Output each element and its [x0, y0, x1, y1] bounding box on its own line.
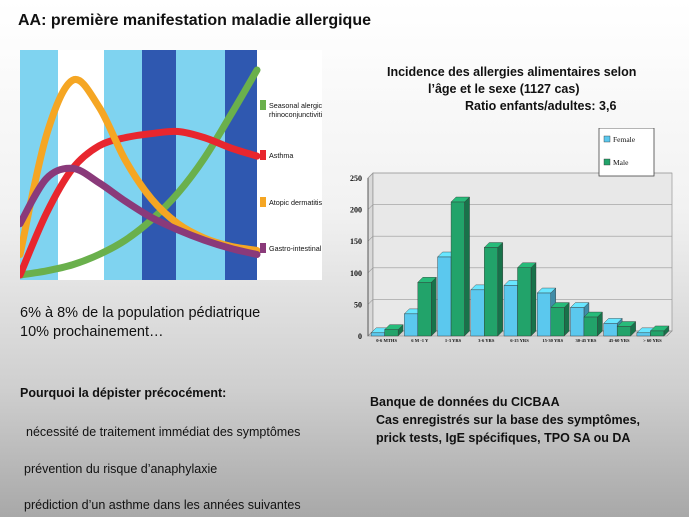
bar-male-3	[450, 196, 471, 337]
x-tick-5: 6-15 YRS	[510, 338, 529, 343]
side-wall	[367, 172, 374, 337]
curve-2	[20, 127, 261, 279]
band-4	[142, 50, 176, 280]
x-tick-4: 3-6 YRS	[478, 338, 495, 343]
legend-swatch-3	[260, 197, 266, 207]
database-line-3: prick tests, IgE spécifiques, TPO SA ou …	[376, 431, 631, 445]
y-tick-250: 250	[350, 174, 362, 183]
curve-4	[20, 164, 261, 258]
question-heading: Pourquoi la dépister précocément:	[20, 386, 227, 400]
bar-chart-ratio: Ratio enfants/adultes: 3,6	[465, 99, 617, 113]
bar-male-4	[483, 242, 504, 337]
bar-chart-title: Incidence des allergies alimentaires sel…	[330, 64, 680, 115]
allergy-march-chart: Seasonal alergic rhinoconjunctivitis Asthm…	[20, 50, 322, 280]
legend-swatch-4	[260, 243, 266, 253]
y-tick-100: 100	[350, 269, 362, 278]
x-tick-3: 1-3 YRS	[445, 338, 462, 343]
legend-swatch-male	[603, 158, 611, 166]
bar-male-2	[417, 276, 437, 337]
bar-chart-title-line-1: Incidence des allergies alimentaires sel…	[387, 65, 637, 79]
database-title: Banque de données du CICBAA	[370, 395, 560, 409]
y-tick-200: 200	[350, 206, 362, 215]
database-note: Banque de données du CICBAA Cas enregist…	[370, 393, 640, 447]
reason-item-2: prévention du risque d’anaphylaxie	[24, 462, 218, 476]
bar-male-7	[583, 311, 603, 337]
incidence-bar-chart: 0 50 100 150 200 250 0-6 MTHS 6 M -1 Y 1-3 YRS 3-…	[350, 128, 673, 343]
slide-title: AA: première manifestation maladie aller…	[18, 12, 371, 29]
x-tick-8: 45-60 YRS	[609, 338, 630, 343]
bar-male-9	[649, 325, 670, 337]
gridline-250	[367, 172, 672, 179]
bar-male-6	[550, 302, 570, 337]
y-tick-50: 50	[354, 300, 362, 309]
prevalence-line-1: 6% à 8% de la population pédiatrique	[20, 305, 261, 321]
gridline-50	[367, 299, 672, 305]
curve-1	[20, 66, 261, 279]
legend-label-4: Gastro-intestinal	[269, 244, 322, 253]
legend-label-female: Female	[613, 135, 636, 144]
legend-label-male: Male	[613, 158, 629, 167]
legend-swatch-1	[260, 100, 266, 110]
prevalence-text: 6% à 8% de la population pédiatrique 10%…	[20, 304, 260, 342]
gridline-200	[367, 204, 672, 210]
bar-male-5	[517, 262, 537, 337]
reason-item-3: prédiction d’un asthme dans les années s…	[24, 498, 301, 512]
bar-male-1	[384, 324, 404, 337]
bar-male-8	[616, 321, 637, 337]
y-tick-150: 150	[350, 237, 362, 246]
legend-swatch-female	[603, 135, 611, 143]
legend-label-1: Seasonal alergic rhinoconjunctivitis	[269, 101, 322, 119]
gridline-100	[367, 267, 672, 274]
x-tick-6: 15-30 YRS	[542, 338, 563, 343]
bar-legend: Female Male	[598, 128, 655, 177]
database-line-2: Cas enregistrés sur la base des symptôme…	[376, 413, 641, 427]
legend-swatch-2	[260, 150, 266, 160]
legend-label-3: Atopic dermatitis	[269, 198, 322, 207]
bar-chart-title-line-2: l’âge et le sexe (1127 cas)	[428, 82, 580, 96]
band-6	[225, 50, 257, 280]
reason-item-1: nécessité de traitement immédiat des sym…	[26, 425, 301, 439]
y-tick-0: 0	[358, 332, 362, 341]
prevalence-line-2: 10% prochainement…	[20, 324, 164, 340]
gridline-150	[367, 235, 672, 242]
x-tick-9: > 60 YRS	[643, 338, 662, 343]
x-tick-2: 6 M -1 Y	[411, 338, 429, 343]
x-tick-1: 0-6 MTHS	[376, 338, 397, 343]
legend-label-2: Asthma	[269, 151, 293, 160]
x-tick-7: 30-45 YRS	[575, 338, 596, 343]
